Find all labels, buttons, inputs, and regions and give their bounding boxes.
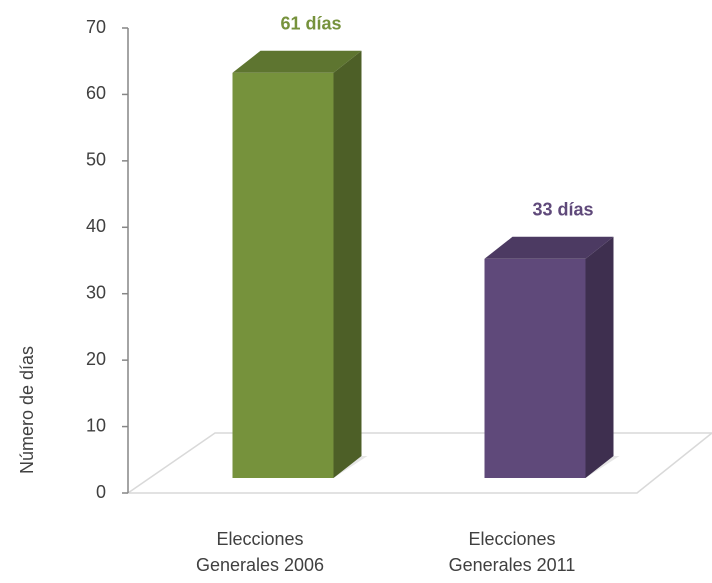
bar-front [232,72,334,479]
bar-side [333,50,362,479]
floor [125,432,712,494]
y-tick-label: 0 [96,482,106,502]
bar-top [484,236,614,259]
bar-side [585,236,614,478]
y-tick-label: 50 [86,150,106,170]
value-label: 33 días [532,200,593,220]
y-tick-label: 60 [86,83,106,103]
bar-top [232,50,362,73]
x-tick-label: Elecciones Generales 2011 [448,529,576,575]
y-tick-label: 70 [86,17,106,37]
bar-front [484,258,586,478]
y-axis-label: Número de días [17,346,37,474]
y-tick-label: 30 [86,282,106,302]
y-tick-label: 10 [86,415,106,435]
y-tick-label: 40 [86,216,106,236]
y-tick-label: 20 [86,349,106,369]
value-label: 61 días [280,14,341,34]
x-tick-label: Elecciones Generales 2006 [195,529,325,575]
